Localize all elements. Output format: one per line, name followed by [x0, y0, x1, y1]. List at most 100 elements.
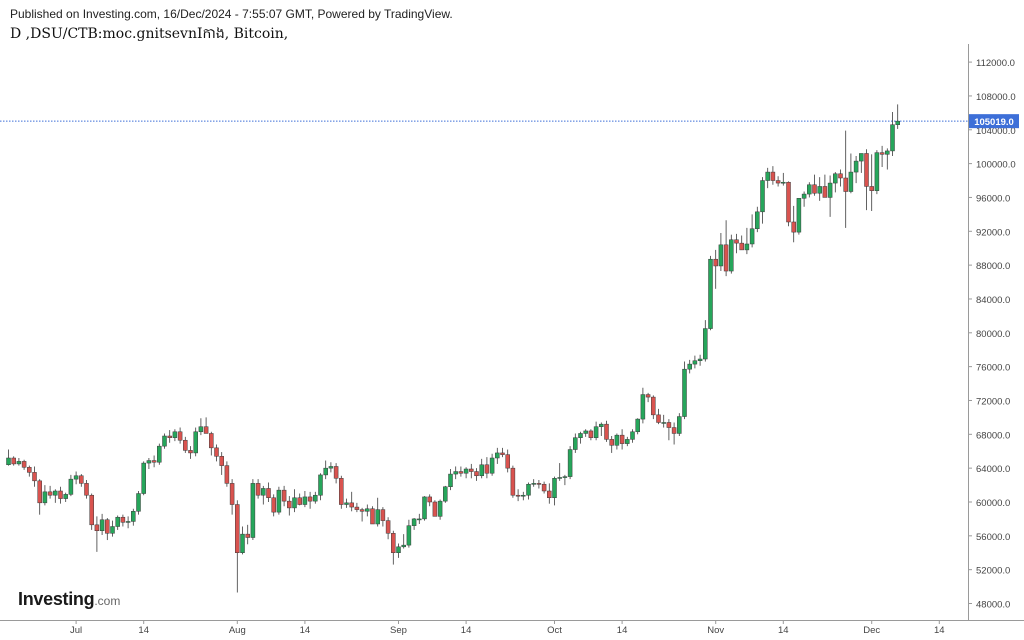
- y-tick-label: 80000.0: [976, 329, 1010, 340]
- candle-body: [656, 414, 661, 423]
- candle-body: [458, 471, 464, 474]
- candle-body: [760, 180, 765, 213]
- candle-body: [349, 502, 354, 508]
- candle-body: [27, 467, 32, 473]
- candle-body: [375, 509, 380, 525]
- y-tick-label: 92000.0: [976, 227, 1010, 238]
- candle-body: [729, 239, 734, 272]
- candle-body: [281, 489, 287, 502]
- candle-body: [848, 171, 854, 192]
- candle-body: [94, 524, 100, 531]
- candle-body: [552, 478, 557, 499]
- candle-body: [359, 509, 365, 512]
- candle-body: [313, 494, 318, 502]
- candle-body: [734, 239, 739, 244]
- candle-body: [422, 496, 427, 520]
- candle-body: [484, 464, 490, 474]
- candle-body: [344, 502, 349, 505]
- candle-body: [895, 120, 900, 125]
- candle-body: [479, 464, 484, 477]
- candle-body: [505, 454, 510, 469]
- candle-body: [661, 422, 666, 424]
- y-tick-label: 84000.0: [976, 295, 1010, 306]
- candle-body: [136, 493, 141, 512]
- symbol-title: D ,DSU/CTB:moc.gnitsevnIកាង, Bitcoin,: [10, 26, 289, 42]
- candle-body: [775, 180, 781, 184]
- candle-body: [162, 435, 167, 447]
- candle-body: [864, 153, 869, 187]
- candle-body: [474, 471, 479, 477]
- candle-body: [547, 490, 552, 499]
- candle-body: [105, 519, 110, 534]
- x-tick-label: 14: [300, 625, 311, 636]
- candle-body: [807, 184, 812, 195]
- y-tick-label: 48000.0: [976, 600, 1010, 611]
- logo-brand: Investing: [18, 589, 95, 609]
- candle-body: [645, 394, 651, 398]
- candle-body: [619, 434, 625, 444]
- candle-body: [203, 426, 209, 434]
- candle-body: [879, 152, 885, 155]
- candle-body: [859, 153, 864, 162]
- candle-body: [427, 496, 432, 503]
- candle-body: [328, 466, 334, 469]
- candle-body: [755, 211, 760, 229]
- candle-body: [297, 497, 302, 505]
- candle-body: [84, 483, 89, 496]
- candle-body: [271, 497, 276, 513]
- candle-body: [869, 186, 874, 191]
- candle-body: [833, 173, 838, 184]
- candle-body: [193, 431, 198, 454]
- y-tick-label: 88000.0: [976, 261, 1010, 272]
- candle-body: [593, 426, 599, 438]
- candle-body: [21, 461, 27, 468]
- candle-body: [671, 427, 677, 434]
- x-tick-label: 14: [934, 625, 945, 636]
- candle-body: [177, 431, 183, 441]
- candle-body: [79, 475, 84, 484]
- x-tick-label: Jul: [70, 625, 82, 636]
- candle-body: [604, 423, 609, 440]
- candle-body: [47, 491, 53, 496]
- candle-body: [115, 516, 120, 527]
- candle-body: [214, 447, 219, 457]
- candle-body: [567, 449, 573, 477]
- candle-body: [630, 431, 635, 440]
- candle-body: [172, 431, 178, 438]
- candle-body: [255, 483, 261, 496]
- candle-body: [125, 521, 131, 523]
- candle-body: [526, 483, 531, 496]
- candle-body: [380, 509, 386, 521]
- candle-body: [11, 457, 16, 465]
- candle-body: [63, 494, 68, 499]
- candle-body: [245, 533, 250, 538]
- y-tick-label: 72000.0: [976, 396, 1010, 407]
- candle-body: [812, 184, 817, 194]
- candle-body: [817, 186, 822, 194]
- candle-body: [183, 439, 188, 451]
- candle-body: [99, 519, 105, 531]
- candle-body: [822, 186, 828, 198]
- candle-body: [723, 244, 729, 272]
- candle-body: [687, 363, 692, 370]
- candle-body: [495, 452, 500, 459]
- x-tick-label: Sep: [390, 625, 407, 636]
- x-tick-label: Aug: [229, 625, 246, 636]
- candle-body: [406, 525, 412, 546]
- candle-body: [68, 478, 74, 495]
- candle-body: [448, 473, 453, 488]
- investing-logo: Investing.com: [18, 589, 120, 610]
- candle-body: [224, 465, 230, 484]
- candle-body: [500, 452, 505, 455]
- candle-body: [110, 526, 115, 534]
- candle-body: [151, 460, 157, 463]
- candle-body: [89, 494, 94, 526]
- candle-body: [625, 439, 630, 444]
- candle-body: [583, 430, 588, 434]
- candle-body: [276, 489, 282, 513]
- candle-body: [266, 488, 271, 499]
- candle-body: [515, 494, 521, 497]
- x-tick-label: 14: [461, 625, 472, 636]
- candle-body: [354, 506, 360, 510]
